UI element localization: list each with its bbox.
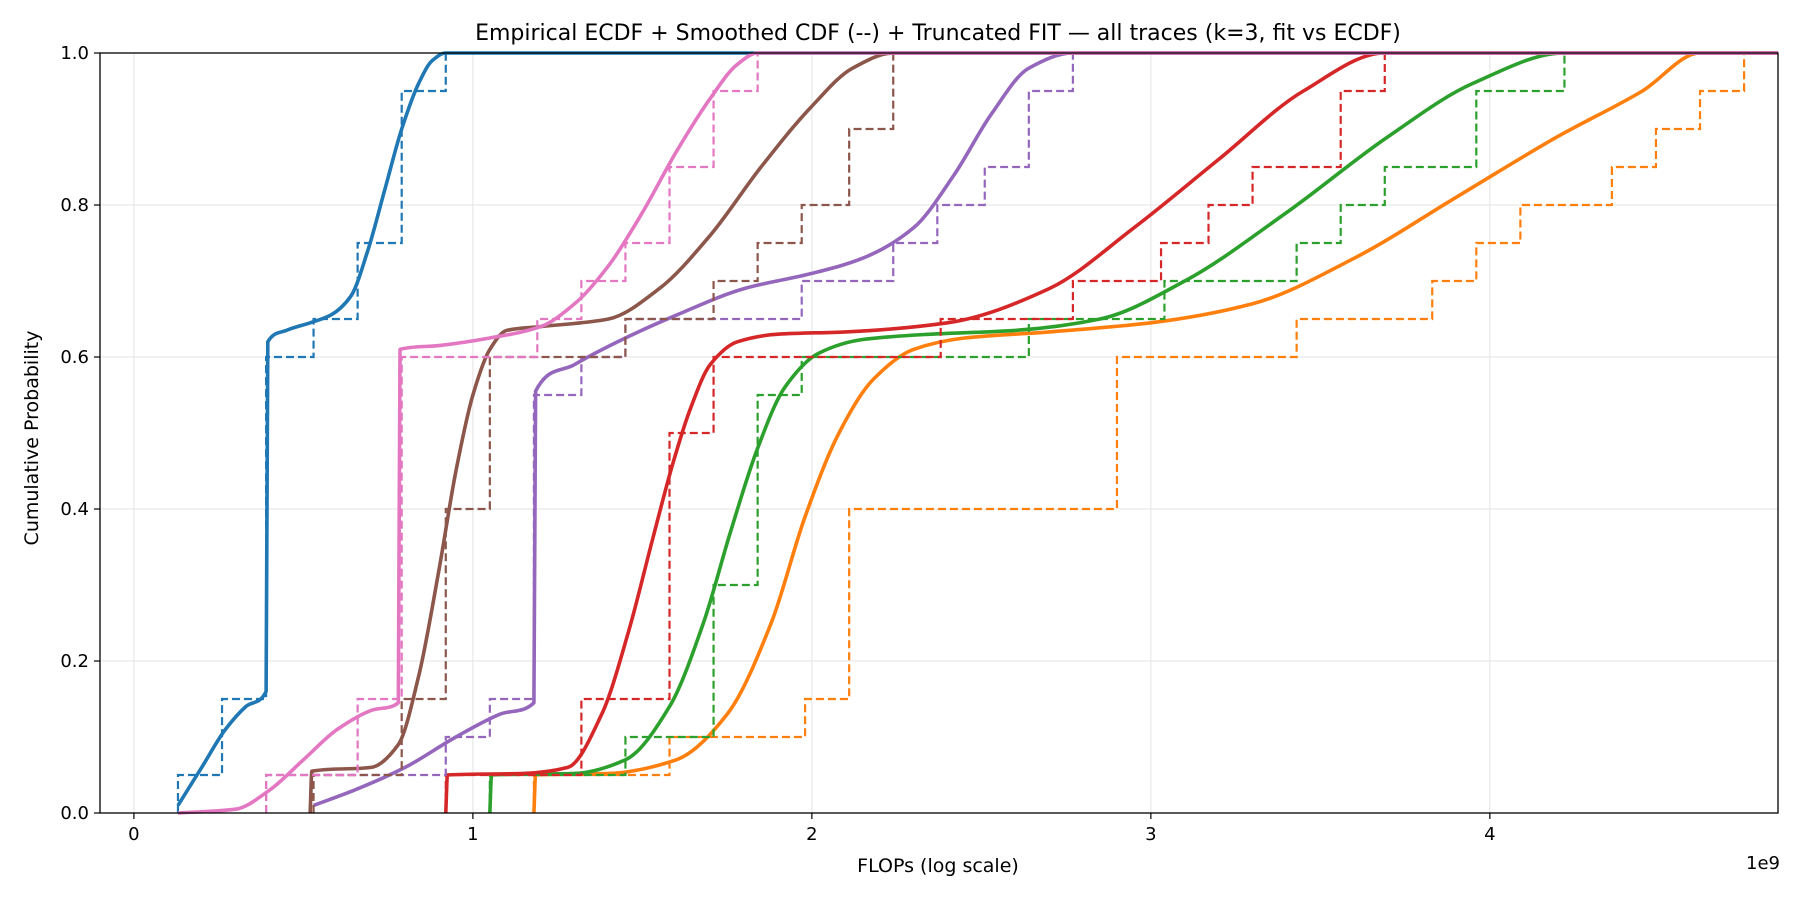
fit-curve [176, 51, 1778, 807]
fit-curve [488, 51, 1778, 814]
series-5 [265, 51, 1778, 813]
plot-frame [99, 52, 1779, 814]
x-tick-label: 1 [467, 824, 478, 845]
y-axis-label: Cumulative Probability [21, 331, 43, 546]
series-layer [176, 51, 1778, 815]
fit-curve [312, 51, 1778, 808]
x-tick-label: 3 [1145, 824, 1156, 845]
ecdf-step-line [532, 51, 1778, 813]
chart-title: Empirical ECDF + Smoothed CDF (--) + Tru… [475, 21, 1401, 46]
grid-lines [100, 52, 1778, 814]
axes-layer: 0 1 2 3 4 0.0 0.2 0.4 0.6 0.8 1.0 [60, 43, 1779, 845]
x-tick-label: 4 [1484, 824, 1495, 845]
ecdf-step-line [265, 51, 1778, 813]
ecdf-step-line [312, 51, 1778, 813]
fit-curve [443, 51, 1778, 814]
y-tick-label: 0.0 [60, 803, 89, 824]
ecdf-step-line [488, 51, 1778, 813]
ecdf-step-line [444, 51, 1778, 813]
y-tick-label: 0.6 [60, 347, 89, 368]
x-tick-label: 0 [128, 824, 139, 845]
x-tick-label: 2 [806, 824, 817, 845]
series-2 [532, 51, 1778, 814]
y-tick-label: 0.4 [60, 499, 89, 520]
series-3 [488, 51, 1778, 814]
y-tick-label: 1.0 [60, 43, 89, 64]
series-4 [443, 51, 1778, 814]
fit-curve [532, 51, 1778, 814]
x-offset-label: 1e9 [1746, 853, 1780, 874]
x-axis-label: FLOPs (log scale) [857, 855, 1019, 877]
ecdf-step-line [176, 51, 1778, 813]
y-tick-label: 0.2 [60, 651, 89, 672]
y-tick-label: 0.8 [60, 195, 89, 216]
